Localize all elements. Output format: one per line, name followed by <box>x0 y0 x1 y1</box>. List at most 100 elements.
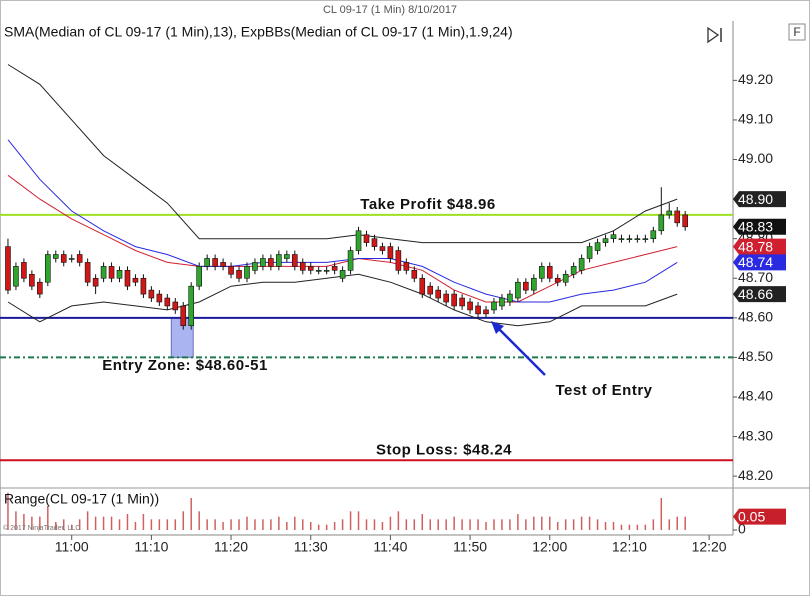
range-bar <box>166 519 169 530</box>
candle-body <box>45 254 51 283</box>
indicator-line <box>7 64 678 244</box>
candle-body <box>666 210 673 216</box>
arrow-head <box>491 321 504 334</box>
candle-body <box>618 238 625 240</box>
candle-body <box>427 285 434 295</box>
range-bar <box>620 524 623 530</box>
candle-body <box>403 262 410 271</box>
range-bar <box>477 519 479 530</box>
range-bar <box>126 514 129 530</box>
plot-area: 48.2048.3048.4048.5048.6048.7048.8048.90… <box>0 64 786 555</box>
range-bar <box>278 516 280 530</box>
candle-body <box>594 242 601 251</box>
range-bar <box>564 519 567 530</box>
y-tick-label: 48.20 <box>738 467 773 483</box>
candle-body <box>188 285 195 327</box>
x-tick-label: 12:00 <box>532 539 567 555</box>
candle-body <box>220 262 226 267</box>
candle-body <box>546 266 553 279</box>
range-bar <box>47 506 49 530</box>
range-bar <box>294 516 296 530</box>
range-bar <box>509 519 511 530</box>
candle-body <box>100 266 107 279</box>
range-bar <box>309 522 312 530</box>
level-label: Entry Zone: $48.60-51 <box>102 357 268 374</box>
range-bar <box>317 524 320 530</box>
range-bar <box>150 519 153 530</box>
x-tick-label: 11:20 <box>214 539 248 555</box>
range-bar <box>86 511 89 530</box>
y-tick-label: 48.70 <box>738 269 773 285</box>
range-bar <box>134 522 137 530</box>
candle-body <box>531 277 537 291</box>
range-bar <box>445 519 447 530</box>
value-flag-label: 48.78 <box>738 238 773 254</box>
range-bar <box>636 524 639 530</box>
candle-body <box>76 254 83 263</box>
candle-body <box>602 238 609 243</box>
candle-body <box>499 297 505 307</box>
play-icon[interactable] <box>707 26 722 44</box>
annotation: Test of Entry <box>555 382 652 399</box>
range-bar <box>405 519 408 530</box>
candle-body <box>196 266 202 287</box>
range-bar <box>222 522 224 530</box>
candle-body <box>658 214 665 232</box>
indicator-line <box>7 139 678 303</box>
candle-body <box>37 281 43 295</box>
x-tick-label: 11:00 <box>55 539 89 555</box>
candle-body <box>459 297 465 307</box>
candle-body <box>578 258 585 271</box>
candle-body <box>21 262 27 279</box>
candle-body <box>164 297 171 307</box>
candle-body <box>29 273 35 287</box>
range-bar <box>389 516 392 530</box>
arrow-shaft <box>496 326 546 376</box>
candle-body <box>562 273 569 283</box>
candle-body <box>387 246 394 259</box>
range-bar <box>270 519 272 530</box>
candle-body <box>148 289 155 299</box>
candle-body <box>451 293 457 307</box>
range-bar <box>652 519 655 530</box>
range-bar <box>190 498 192 530</box>
value-flag <box>733 286 786 303</box>
candle-body <box>523 281 529 291</box>
candle-body <box>172 301 179 311</box>
range-bar <box>365 519 368 530</box>
range-bar <box>94 516 97 530</box>
range-bar <box>55 522 57 530</box>
candle-body <box>52 254 59 259</box>
candle-body <box>411 270 418 279</box>
range-bar <box>556 522 559 530</box>
range-bar <box>453 516 455 530</box>
y-tick-label: 48.50 <box>738 348 773 364</box>
copyright: © 2017 NinjaTrader, LLC <box>3 524 80 532</box>
candle-body <box>642 238 649 240</box>
candle-body <box>610 234 617 239</box>
range-bar <box>437 519 439 530</box>
candle-body <box>291 254 298 267</box>
range-bar <box>142 514 145 530</box>
range-bar <box>549 516 551 530</box>
range-bar <box>485 522 487 530</box>
value-flag-label: 0.05 <box>738 508 765 524</box>
candle-body <box>363 234 370 243</box>
value-flag <box>733 254 786 271</box>
candle-body <box>156 293 163 303</box>
range-bar <box>604 522 607 530</box>
range-bar <box>7 492 9 530</box>
candle-body <box>483 309 489 315</box>
candle-body <box>132 277 139 283</box>
range-bar <box>110 516 113 530</box>
range-bar <box>588 516 591 530</box>
f-button[interactable]: F <box>788 23 806 41</box>
candle-body <box>315 270 322 272</box>
range-bar <box>421 514 424 530</box>
candle-body <box>244 266 250 279</box>
candle-body <box>108 266 115 279</box>
play-triangle <box>707 26 720 44</box>
candle-body <box>515 281 521 299</box>
candle-body <box>92 277 99 287</box>
